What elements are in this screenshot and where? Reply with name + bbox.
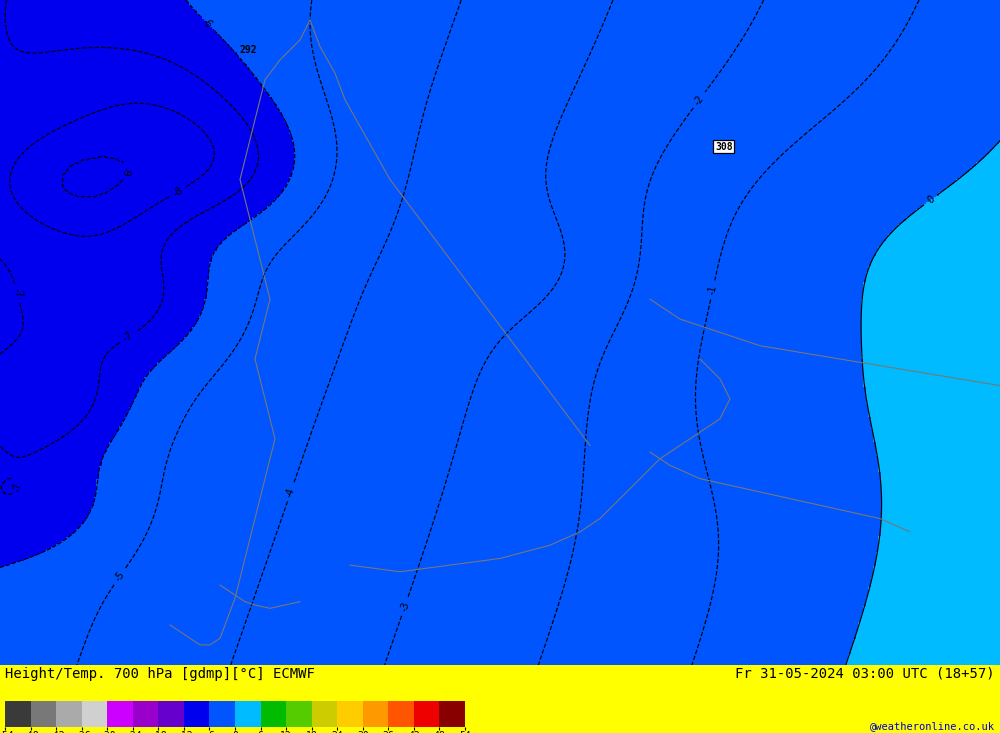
- Text: 308: 308: [715, 141, 733, 152]
- Text: -5: -5: [113, 570, 127, 583]
- Text: -7: -7: [121, 331, 135, 345]
- Text: Fr 31-05-2024 03:00 UTC (18+57): Fr 31-05-2024 03:00 UTC (18+57): [735, 667, 995, 681]
- Text: 292: 292: [240, 45, 258, 55]
- Text: @weatheronline.co.uk: @weatheronline.co.uk: [870, 721, 995, 731]
- Text: 0: 0: [925, 194, 936, 206]
- Text: -3: -3: [399, 600, 411, 613]
- Text: -4: -4: [284, 486, 297, 498]
- Text: -7: -7: [11, 287, 23, 299]
- Text: -2: -2: [692, 93, 706, 107]
- Text: Height/Temp. 700 hPa [gdmp][°C] ECMWF: Height/Temp. 700 hPa [gdmp][°C] ECMWF: [5, 667, 315, 681]
- Text: -8: -8: [171, 185, 184, 199]
- Text: -9: -9: [120, 167, 130, 177]
- Text: -6: -6: [200, 16, 214, 30]
- Text: -7: -7: [13, 482, 23, 492]
- Text: -1: -1: [707, 284, 719, 295]
